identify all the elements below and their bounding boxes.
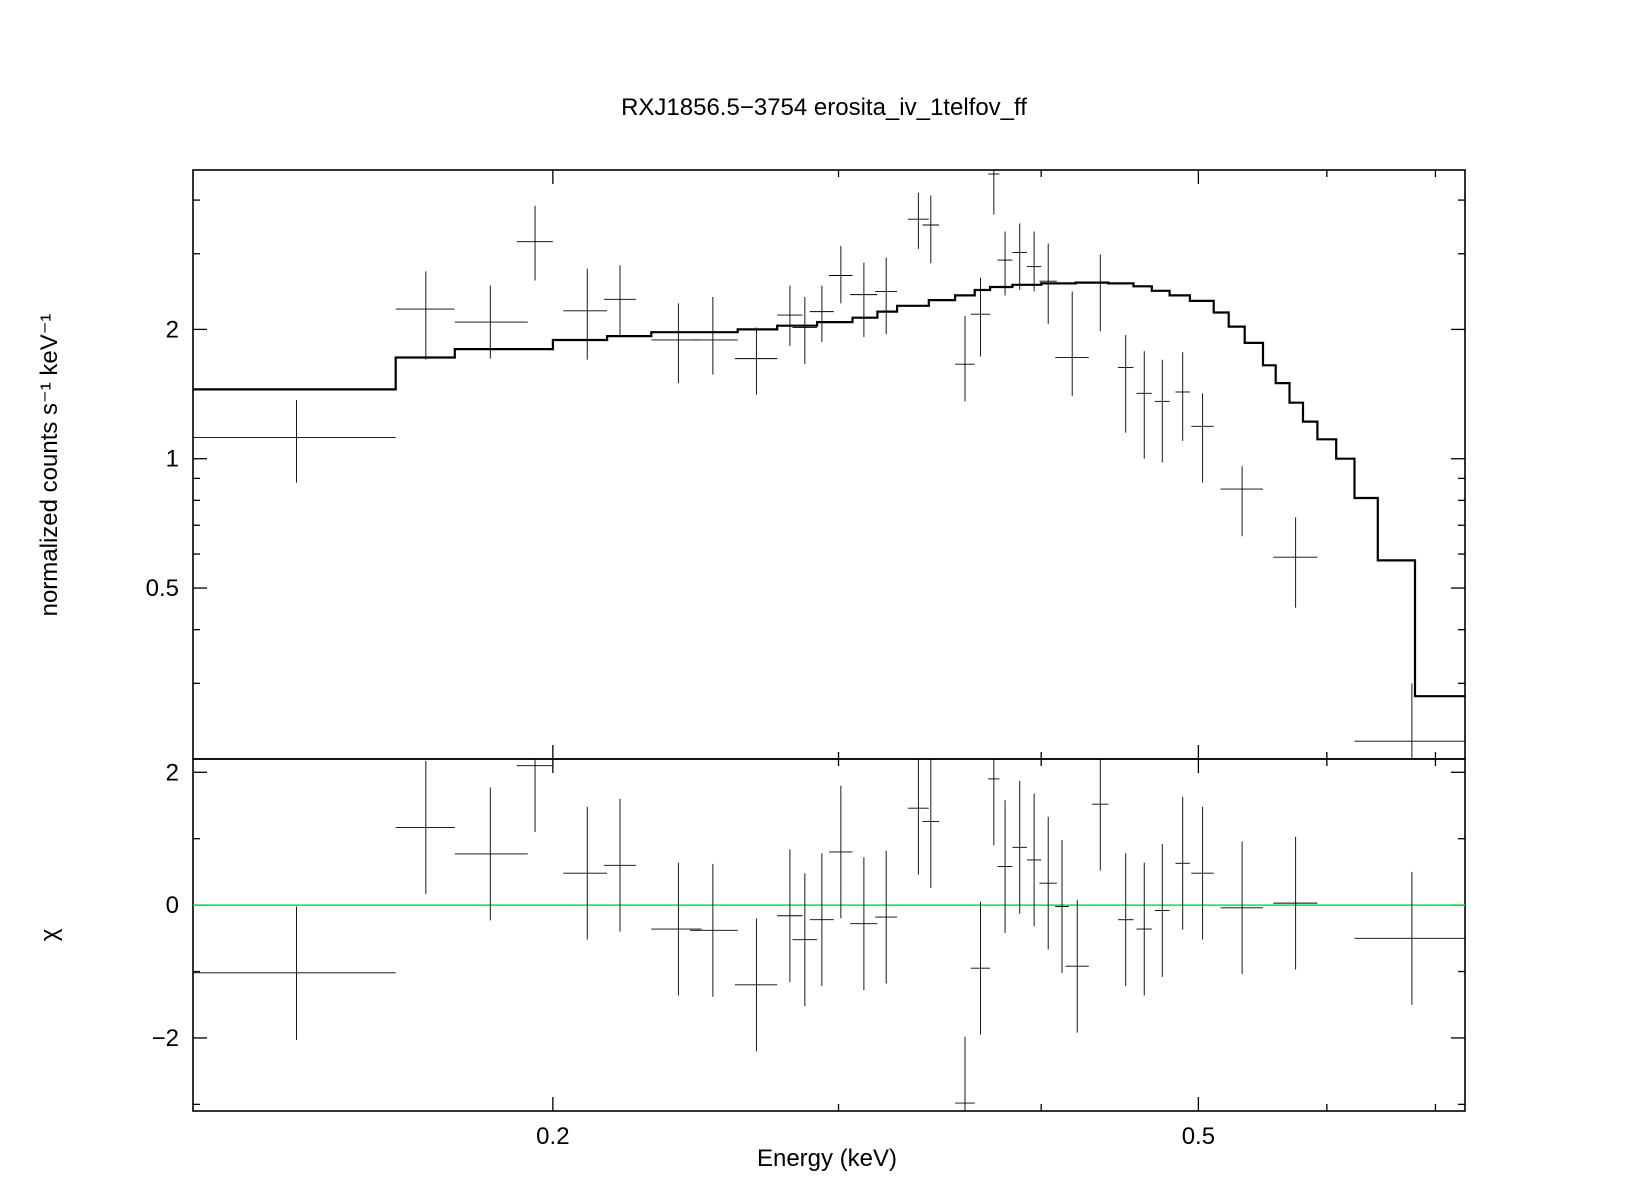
residual-point [516,759,553,833]
data-point [829,245,853,304]
residual-point [1175,796,1190,930]
data-point [516,205,553,281]
residual-point [1273,836,1318,970]
data-point [1012,223,1027,291]
data-point [603,265,636,338]
residual-point [1026,793,1042,927]
x-axis-label: Energy (keV) [757,1145,897,1172]
residual-ytick-label: 0 [166,892,179,919]
data-point [1273,517,1318,608]
data-point [955,315,975,402]
data-point [809,285,834,342]
data-point [792,296,818,365]
residuals-frame [192,758,1466,1112]
data-point [1092,254,1109,332]
residual-point [1117,853,1134,987]
data-point [690,296,738,375]
residual-point [809,853,834,987]
data-point [1175,352,1190,441]
residual-point [777,849,803,983]
data-point [777,285,803,346]
residual-point [1012,780,1027,914]
residual-point [907,759,929,875]
data-point [1136,351,1152,459]
model-step-line [193,281,1465,698]
data-point [395,271,455,360]
residual-point [1092,759,1109,871]
residual-point [970,901,991,1035]
residual-point [454,787,528,921]
data-point [907,192,929,249]
residual-point [690,863,738,997]
residual-point [734,918,778,1052]
residual-point [563,806,608,940]
data-point [1117,335,1134,433]
data-point [454,285,528,359]
residuals-panel: −2 0 2 0.2 0.5 [152,758,1466,1150]
residual-point [1136,862,1152,996]
spectrum-ytick-label: 1 [166,446,179,473]
residual-point [1354,871,1465,1005]
residual-point [651,862,702,996]
residual-point [988,759,1000,846]
residual-point [1055,840,1069,973]
data-point [922,195,940,264]
residual-point [1191,806,1214,940]
residual-point [997,800,1013,934]
residual-point [792,873,818,1007]
top-y-axis-label: normalized counts s⁻¹ keV⁻¹ [36,314,63,617]
residual-point [955,1036,975,1111]
residual-point [1065,899,1089,1033]
data-point [850,262,878,338]
data-point [970,277,991,357]
bottom-y-axis-label: χ [36,928,63,941]
data-point [563,268,608,360]
residual-point [850,857,878,991]
data-point [1055,291,1089,396]
data-point [1191,393,1214,483]
residual-point [875,850,898,984]
data-point [1154,359,1170,463]
data-point [193,399,396,483]
spectrum-ytick-label: 0.5 [146,575,179,602]
chart-title: RXJ1856.5−3754 erosita_iv_1telfov_ff [621,94,1027,121]
data-point [1039,243,1057,324]
residual-point [193,906,396,1040]
x-tick-label: 0.5 [1182,1123,1215,1150]
data-point [1354,683,1465,759]
residual-point [922,759,940,888]
residual-ytick-label: 2 [166,759,179,786]
residual-point [395,760,455,894]
data-point [1220,466,1263,537]
residual-point [1039,816,1057,950]
data-point [875,257,898,335]
residual-point [603,798,636,932]
residual-point [829,785,853,919]
residual-point [1154,844,1170,977]
spectrum-ytick-label: 2 [166,316,179,343]
x-tick-label: 0.2 [536,1123,569,1150]
data-point [997,231,1013,296]
residual-ytick-label: −2 [152,1025,179,1052]
data-point [734,327,778,395]
residual-point [1220,841,1263,975]
data-point [988,170,1000,215]
data-point [1026,231,1042,292]
